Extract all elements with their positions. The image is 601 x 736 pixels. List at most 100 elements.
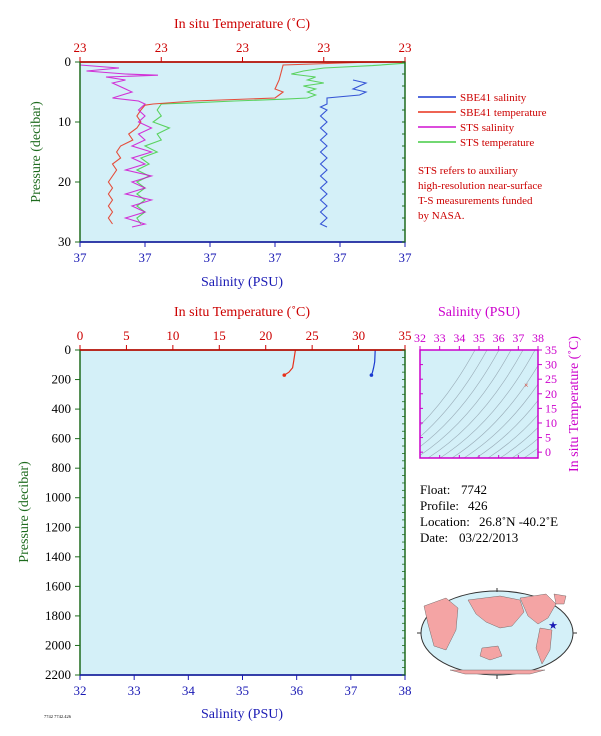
- top-salinity-tick-label: 37: [74, 250, 88, 265]
- map-continents: [423, 593, 567, 675]
- legend-label-sts-salinity: STS salinity: [460, 122, 515, 134]
- ts-temperature-tick-label: 25: [545, 372, 557, 386]
- bottom-salinity-tick-label: 32: [74, 683, 87, 698]
- top-temperature-tick-label: 23: [236, 40, 249, 55]
- ts-salinity-tick-label: 36: [493, 331, 505, 345]
- bottom-axes-ticks: 0 5 10 15 20 25 30 35 32 33 34 35 36 37 38 0 200 400 600 80…: [45, 328, 412, 698]
- bottom-pressure-tick-label: 800: [52, 460, 72, 475]
- ts-salinity-tick-label: 33: [434, 331, 446, 345]
- bottom-pressure-tick-label: 1200: [45, 519, 71, 534]
- bottom-pressure-tick-label: 2200: [45, 667, 71, 682]
- top-pressure-tick-label: 30: [58, 234, 71, 249]
- top-salinity-tick-label: 37: [139, 250, 153, 265]
- bottom-salinity-tick-label: 37: [344, 683, 358, 698]
- bottom-series-line-salinity: [370, 349, 376, 376]
- bottom-pressure-tick-label: 0: [65, 342, 72, 357]
- bottom-pressure-tick-label: 2000: [45, 637, 71, 652]
- ts-density-contour: [487, 414, 538, 458]
- bottom-salinity-tick-label: 33: [128, 683, 141, 698]
- location-map: ★: [417, 588, 577, 679]
- bottom-temperature-axis-title: In situ Temperature (˚C): [174, 305, 310, 320]
- footer-text: 7742 7742.426: [44, 714, 72, 719]
- legend-note-line-2: high-resolution near-surface: [418, 180, 542, 192]
- bottom-panel: 0 5 10 15 20 25 30 35 32 33 34 35 36 37 38 0 200 400 600 80…: [17, 305, 412, 722]
- ts-temperature-axis-title: In situ Temperature (˚C): [567, 336, 582, 472]
- ts-data-point: ×: [524, 381, 529, 390]
- legend-label-sbe41-salinity: SBE41 salinity: [460, 92, 527, 104]
- bottom-salinity-axis-title: Salinity (PSU): [201, 707, 283, 722]
- ts-salinity-tick-label: 38: [532, 331, 544, 345]
- ts-density-contour: [499, 427, 538, 458]
- ts-density-contour: [523, 447, 538, 458]
- map-land-europe-africa: [423, 597, 459, 651]
- top-salinity-tick-label: 37: [269, 250, 283, 265]
- bottom-pressure-tick-label: 1800: [45, 608, 71, 623]
- ts-density-contour: [420, 350, 488, 438]
- top-salinity-tick-label: 37: [399, 250, 413, 265]
- top-temperature-tick-label: 23: [74, 40, 87, 55]
- bottom-temperature-tick-label: 0: [77, 328, 84, 343]
- top-series-group: [79, 61, 406, 228]
- ts-salinity-tick-label: 35: [473, 331, 485, 345]
- bottom-pressure-tick-label: 1600: [45, 578, 71, 593]
- map-land-north-america: [519, 593, 557, 625]
- top-pressure-tick-label: 10: [58, 114, 71, 129]
- map-land-australia: [479, 645, 503, 661]
- top-temperature-tick-label: 23: [317, 40, 330, 55]
- ts-density-contour: [420, 350, 512, 456]
- bottom-pressure-tick-label: 1400: [45, 549, 71, 564]
- legend: SBE41 salinity SBE41 temperature STS sal…: [418, 92, 547, 222]
- ts-temperature-tick-label: 15: [545, 401, 557, 415]
- ts-density-contour: [420, 350, 500, 448]
- top-plot-area: [80, 62, 405, 242]
- date-label: Date:: [420, 530, 448, 545]
- location-value: 26.8˚N -40.2˚E: [479, 514, 558, 529]
- bottom-temperature-tick-label: 30: [352, 328, 365, 343]
- ts-density-contour: [427, 350, 524, 458]
- top-pressure-tick-label: 0: [65, 54, 72, 69]
- ts-temperature-tick-label: 35: [545, 343, 557, 357]
- float-label: Float:: [420, 482, 450, 497]
- ts-temperature-tick-label: 5: [545, 431, 551, 445]
- bottom-series-group: [282, 349, 376, 377]
- ts-temperature-tick-label: 0: [545, 445, 551, 459]
- bottom-pressure-tick-label: 600: [52, 431, 72, 446]
- profile-value: 426: [468, 498, 488, 513]
- date-value: 03/22/2013: [459, 530, 518, 545]
- map-land-greenland: [553, 593, 567, 605]
- bottom-pressure-axis-title: Pressure (decibar): [17, 461, 32, 563]
- ts-salinity-tick-label: 34: [453, 331, 465, 345]
- ts-density-contour: [475, 400, 538, 458]
- ts-salinity-tick-label: 32: [414, 331, 426, 345]
- top-panel: 23 23 23 23 23 37 37 37 37 37 37 0 10 20 30 In situ Te…: [29, 17, 412, 290]
- top-temperature-tick-label: 23: [155, 40, 168, 55]
- series-line-sbe41-temperature: [107, 61, 373, 225]
- ts-temperature-tick-label: 20: [545, 387, 557, 401]
- legend-label-sbe41-temperature: SBE41 temperature: [460, 107, 547, 119]
- top-salinity-tick-label: 37: [334, 250, 348, 265]
- top-axes-ticks: 23 23 23 23 23 37 37 37 37 37 37 0 10 20 30: [58, 40, 412, 265]
- legend-note-line-3: T-S measurements funded: [418, 195, 533, 207]
- series-line-sbe41-salinity: [319, 79, 368, 228]
- location-label: Location:: [420, 514, 470, 529]
- ts-plot-area: [420, 350, 538, 458]
- ts-density-contour: [439, 350, 536, 458]
- map-float-position-marker: ★: [548, 620, 558, 632]
- ts-salinity-axis-title: Salinity (PSU): [438, 305, 520, 320]
- ts-salinity-tick-label: 37: [512, 331, 524, 345]
- ts-temperature-tick-label: 30: [545, 358, 557, 372]
- ts-density-contour: [420, 350, 476, 426]
- bottom-salinity-tick-label: 34: [182, 683, 196, 698]
- top-salinity-tick-label: 37: [204, 250, 218, 265]
- ts-density-contours: [420, 350, 538, 458]
- legend-note-line-4: by NASA.: [418, 210, 465, 222]
- map-graticule-ticks: [417, 588, 577, 679]
- map-land-asia: [467, 595, 525, 629]
- bottom-temperature-tick-label: 10: [166, 328, 179, 343]
- bottom-temperature-tick-label: 25: [306, 328, 319, 343]
- bottom-temperature-tick-label: 5: [123, 328, 130, 343]
- bottom-pressure-tick-label: 1000: [45, 490, 71, 505]
- ts-density-contour: [511, 438, 538, 458]
